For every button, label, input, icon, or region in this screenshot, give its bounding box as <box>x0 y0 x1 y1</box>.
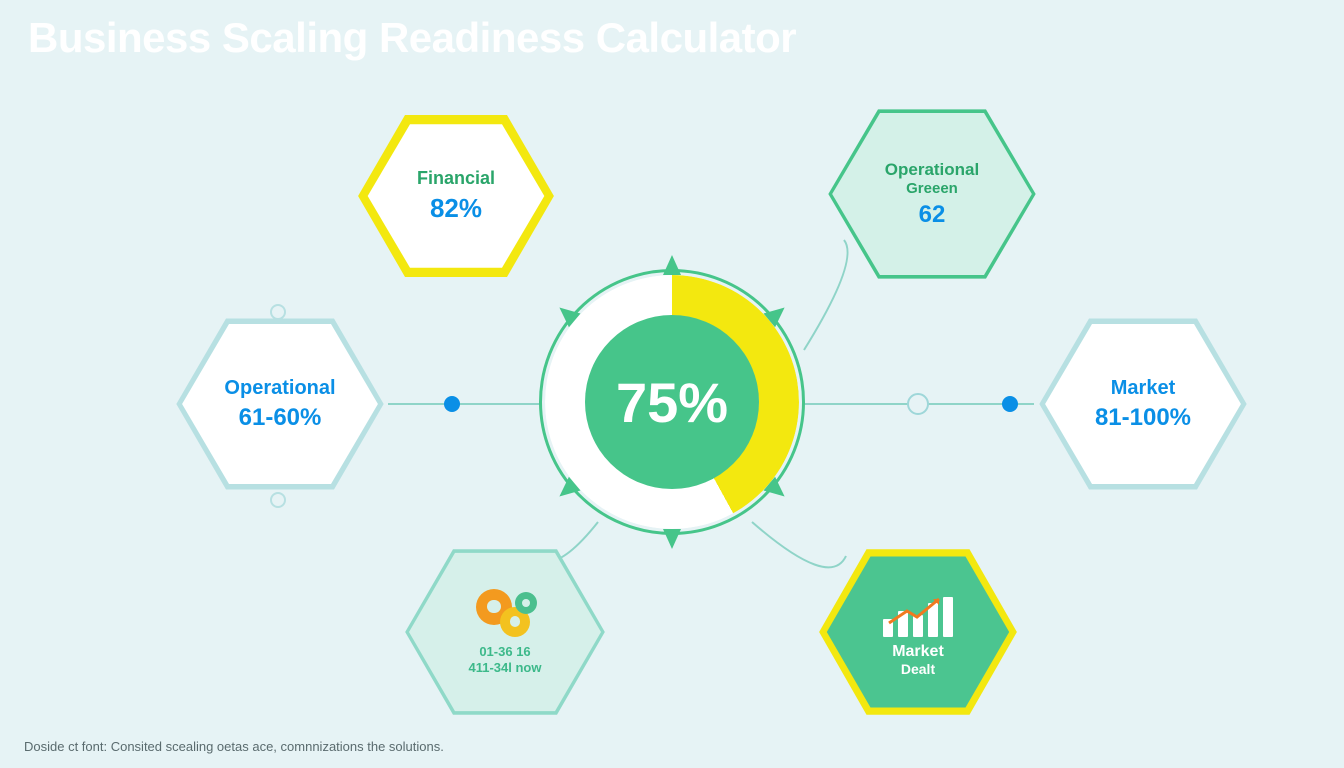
hex-gears-line2: 411-34l now <box>469 660 542 676</box>
hex-op-green-value: 62 <box>919 201 946 229</box>
connector-ring-right <box>907 393 929 415</box>
page-footnote: Doside ct font: Consited scealing oetas … <box>24 739 444 754</box>
gears-icon <box>473 588 537 638</box>
readiness-score-value: 75% <box>616 370 728 435</box>
hex-market-label: Market <box>1111 377 1175 400</box>
hex-op-green-label1: Operational <box>885 160 979 180</box>
hex-financial-label: Financial <box>417 168 495 189</box>
hex-gears-line1: 01-36 16 <box>479 644 530 660</box>
connector-ring-top <box>270 304 286 320</box>
hex-op-green-label2: Greeen <box>906 180 958 197</box>
hex-financial-value: 82% <box>430 193 482 224</box>
connector-ring-bottom <box>270 492 286 508</box>
hex-market-value: 81-100% <box>1095 404 1191 432</box>
hex-operational-label: Operational <box>224 377 335 400</box>
connector-dot-right <box>1002 396 1018 412</box>
infographic-stage: Business Scaling Readiness Calculator 75… <box>0 0 1344 768</box>
hex-operational-value: 61-60% <box>239 404 322 432</box>
connector-dot-left <box>444 396 460 412</box>
barchart-icon <box>883 587 953 637</box>
hex-market-dealt-label1: Market <box>892 643 944 661</box>
readiness-gauge: 75% <box>545 275 799 529</box>
hex-market-dealt-label2: Dealt <box>901 661 935 677</box>
